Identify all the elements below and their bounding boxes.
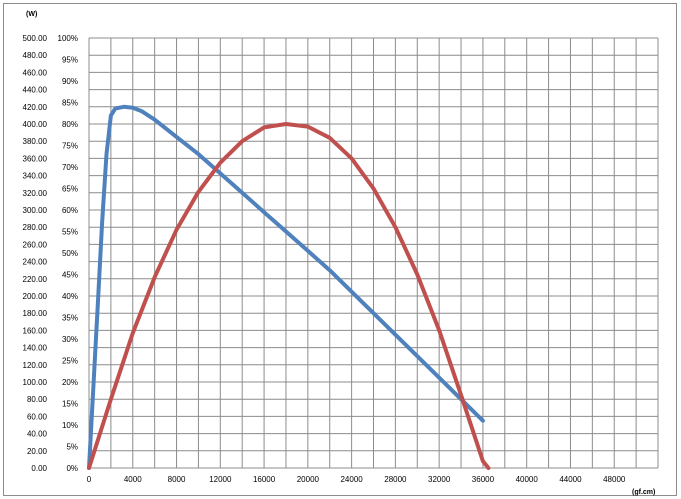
x-tick-label: 8000 bbox=[168, 475, 186, 484]
x-tick-label: 12000 bbox=[209, 475, 232, 484]
percent-tick-label: 25% bbox=[62, 357, 78, 366]
x-tick-label: 40000 bbox=[516, 475, 539, 484]
left-axis-ticks: 0.00 20.00 40.00 60.00 80.00 100.00 120.00 140.… bbox=[23, 34, 48, 473]
left-tick-label: 340.00 bbox=[23, 172, 48, 181]
x-tick-label: 36000 bbox=[472, 475, 495, 484]
x-tick-label: 4000 bbox=[124, 475, 142, 484]
left-tick-label: 360.00 bbox=[23, 154, 48, 163]
percent-tick-label: 10% bbox=[62, 421, 78, 430]
left-tick-label: 380.00 bbox=[23, 137, 48, 146]
left-tick-label: 320.00 bbox=[23, 189, 48, 198]
percent-tick-label: 20% bbox=[62, 378, 78, 387]
left-tick-label: 140.00 bbox=[23, 344, 48, 353]
x-tick-label: 0 bbox=[87, 475, 92, 484]
x-tick-label: 44000 bbox=[559, 475, 582, 484]
left-tick-label: 420.00 bbox=[23, 103, 48, 112]
x-tick-label: 28000 bbox=[384, 475, 407, 484]
left-tick-label: 240.00 bbox=[23, 258, 48, 267]
percent-tick-label: 40% bbox=[62, 292, 78, 301]
x-tick-label: 16000 bbox=[253, 475, 276, 484]
left-tick-label: 400.00 bbox=[23, 120, 48, 129]
left-tick-label: 300.00 bbox=[23, 206, 48, 215]
left-tick-label: 80.00 bbox=[27, 395, 48, 404]
percent-tick-label: 95% bbox=[62, 56, 78, 65]
left-tick-label: 60.00 bbox=[27, 412, 48, 421]
percent-tick-label: 65% bbox=[62, 185, 78, 194]
left-tick-label: 480.00 bbox=[23, 51, 48, 60]
x-tick-label: 24000 bbox=[340, 475, 363, 484]
x-tick-label: 48000 bbox=[603, 475, 626, 484]
percent-tick-label: 0% bbox=[66, 464, 78, 473]
x-axis-unit: (gf.cm) bbox=[632, 489, 655, 496]
percent-tick-label: 90% bbox=[62, 77, 78, 86]
grid bbox=[88, 37, 659, 469]
series-line-1 bbox=[87, 104, 485, 470]
percent-tick-label: 30% bbox=[62, 335, 78, 344]
percent-tick-label: 15% bbox=[62, 400, 78, 409]
percent-tick-label: 55% bbox=[62, 228, 78, 237]
left-tick-label: 200.00 bbox=[23, 292, 48, 301]
left-tick-label: 500.00 bbox=[23, 34, 48, 43]
left-tick-label: 460.00 bbox=[23, 68, 48, 77]
left-tick-label: 120.00 bbox=[23, 361, 48, 370]
left-tick-label: 280.00 bbox=[23, 223, 48, 232]
left-tick-label: 220.00 bbox=[23, 275, 48, 284]
percent-tick-label: 35% bbox=[62, 314, 78, 323]
x-tick-label: 20000 bbox=[297, 475, 320, 484]
percent-tick-label: 80% bbox=[62, 120, 78, 129]
percent-tick-label: 70% bbox=[62, 163, 78, 172]
left-tick-label: 160.00 bbox=[23, 326, 48, 335]
left-axis-unit: (W) bbox=[26, 11, 37, 18]
percent-tick-label: 60% bbox=[62, 206, 78, 215]
series-lines bbox=[87, 104, 491, 470]
percent-tick-label: 5% bbox=[66, 443, 78, 452]
right-axis-ticks: 0% 5% 10% 15% 20% 25% 30% 35% 40% 45% 50% 55% 60% 65%… bbox=[58, 34, 78, 473]
percent-tick-label: 85% bbox=[62, 99, 78, 108]
left-tick-label: 0.00 bbox=[31, 464, 47, 473]
left-tick-label: 20.00 bbox=[27, 447, 48, 456]
x-axis-ticks: 0 4000 8000 12000 16000 20000 24000 28000 32000 3… bbox=[87, 475, 626, 484]
percent-tick-label: 45% bbox=[62, 271, 78, 280]
left-tick-label: 440.00 bbox=[23, 86, 48, 95]
left-tick-label: 100.00 bbox=[23, 378, 48, 387]
percent-tick-label: 50% bbox=[62, 249, 78, 258]
percent-tick-label: 75% bbox=[62, 142, 78, 151]
chart-frame bbox=[3, 3, 677, 496]
left-tick-label: 40.00 bbox=[27, 430, 48, 439]
left-tick-label: 260.00 bbox=[23, 240, 48, 249]
left-tick-label: 180.00 bbox=[23, 309, 48, 318]
series-line-2 bbox=[87, 122, 491, 470]
x-tick-label: 32000 bbox=[428, 475, 451, 484]
percent-tick-label: 100% bbox=[58, 34, 78, 43]
